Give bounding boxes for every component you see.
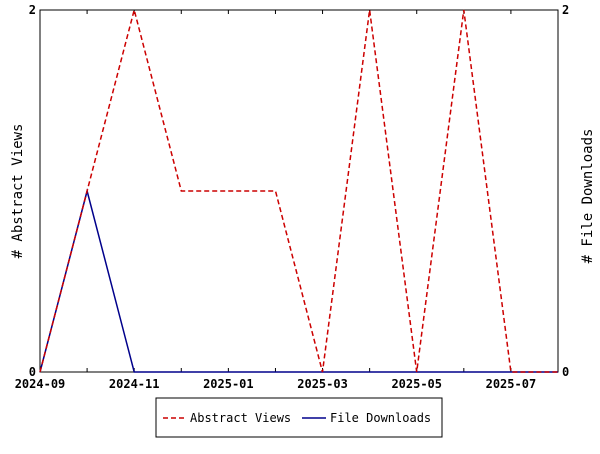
series-line-file-downloads: [39, 188, 558, 373]
axis-ticks: 2024-09 2024-11 2025-01 2025-03 2025-05 2025-…: [15, 3, 570, 391]
legend-box: [155, 397, 443, 438]
x-tick-label: 2024-11: [109, 377, 160, 391]
legend-label-file-downloads: File Downloads: [330, 411, 431, 425]
y-tick-label-right: 2: [562, 3, 569, 17]
y-tick-label-left: 0: [29, 365, 36, 379]
legend-label-abstract-views: Abstract Views: [190, 411, 291, 425]
x-tick-label: 2025-07: [486, 377, 537, 391]
x-tick-label: 2024-09: [15, 377, 66, 391]
x-tick-label: 2025-03: [297, 377, 348, 391]
legend: Abstract Views File Downloads: [155, 397, 443, 438]
y-tick-label-left: 2: [29, 3, 36, 17]
x-tick-label: 2025-05: [391, 377, 442, 391]
series-line-abstract-views: [39, 7, 558, 373]
series-lines: [39, 7, 558, 373]
x-tick-label: 2025-01: [203, 377, 254, 391]
y-tick-label-right: 0: [562, 365, 569, 379]
y-axis-label-left: # Abstract Views: [10, 124, 26, 259]
y-axis-label-right: # File Downloads: [580, 129, 596, 264]
plot-frame: [39, 9, 559, 373]
